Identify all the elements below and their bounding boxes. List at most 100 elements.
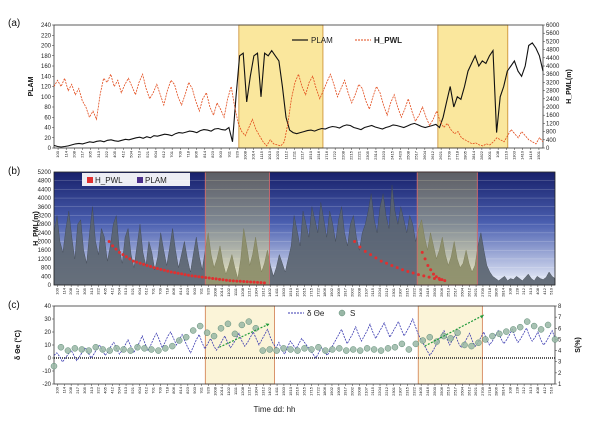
x-tick-label: 1411 bbox=[274, 386, 279, 395]
x-tick-label: 2301 bbox=[391, 287, 396, 297]
x-tick-label: 2008 bbox=[356, 386, 361, 396]
y-tick-label: 1600 bbox=[38, 248, 52, 254]
h-pwl-marker bbox=[117, 250, 121, 254]
x-tick-label: 2215 bbox=[349, 150, 354, 160]
x-tick-label: 2305 bbox=[365, 150, 370, 160]
x-tick-label: 2107 bbox=[363, 386, 368, 396]
x-tick-label: 504 bbox=[116, 287, 121, 294]
h-pwl-marker bbox=[218, 277, 222, 281]
x-tick-label: 2416 bbox=[425, 287, 430, 297]
x-tick-label: 2314 bbox=[373, 150, 378, 160]
x-tick-label: 1510 bbox=[288, 287, 293, 297]
x-tick-label: 823 bbox=[185, 287, 190, 294]
x-tick-label: 1112 bbox=[283, 150, 288, 159]
h-pwl-marker bbox=[401, 268, 405, 272]
x-tick-label: 1510 bbox=[308, 150, 313, 160]
x-tick-label: 1111 bbox=[233, 386, 238, 395]
x-tick-label: 2806 bbox=[494, 386, 499, 396]
x-tick-label: 1510 bbox=[288, 386, 293, 396]
x-tick-label: 1503 bbox=[281, 386, 286, 396]
y-right-tick-label: 1 bbox=[558, 382, 562, 388]
h-pwl-marker bbox=[432, 272, 436, 276]
x-tick-label: 1902 bbox=[329, 386, 334, 396]
h-pwl-marker bbox=[149, 265, 153, 269]
h-pwl-marker bbox=[420, 250, 424, 254]
trend-arrow bbox=[219, 323, 270, 348]
s-marker bbox=[551, 336, 559, 343]
y-right-tick-label: 4800 bbox=[546, 48, 560, 54]
panel-label: (b) bbox=[8, 166, 20, 177]
x-tick-label: 405 bbox=[103, 287, 108, 294]
x-tick-label: 208 bbox=[68, 287, 73, 294]
x-tick-label: 504 bbox=[116, 386, 121, 393]
x-tick-label: 305 bbox=[82, 386, 87, 393]
x-tick-label: 2709 bbox=[480, 386, 485, 396]
y-left-tick-label: 80 bbox=[44, 105, 51, 111]
s-marker bbox=[106, 347, 113, 354]
x-tick-label: 108 bbox=[495, 150, 500, 157]
x-tick-label: 718 bbox=[186, 150, 191, 157]
panel-label: (a) bbox=[8, 18, 20, 29]
y-left-tick-label: 30 bbox=[44, 317, 51, 323]
h-pwl-marker bbox=[238, 279, 242, 283]
x-tick-label: 2315 bbox=[405, 386, 410, 396]
y-right-axis-label: S(%) bbox=[575, 337, 582, 353]
highlight-region bbox=[204, 305, 275, 385]
h-pwl-marker bbox=[176, 271, 180, 275]
x-tick-label: 718 bbox=[164, 287, 169, 294]
y-right-tick-label: 2400 bbox=[546, 97, 560, 103]
s-marker bbox=[50, 362, 58, 370]
x-tick-label: 2822 bbox=[479, 150, 484, 160]
y-right-tick-label: 4 bbox=[558, 349, 562, 355]
h-pwl-marker bbox=[107, 240, 111, 244]
panel-a: 0204060801001201401601802002202400400800… bbox=[8, 18, 573, 160]
y-tick-label: 400 bbox=[41, 274, 52, 280]
s-marker bbox=[71, 345, 79, 352]
x-tick-label: 305 bbox=[88, 150, 93, 157]
x-tick-label: 1516 bbox=[316, 150, 321, 160]
x-tick-label: 604 bbox=[137, 386, 142, 393]
h-pwl-marker bbox=[252, 280, 256, 284]
x-tick-label: 2008 bbox=[356, 287, 361, 297]
h-pwl-marker bbox=[242, 280, 246, 284]
x-tick-label: 2204 bbox=[377, 386, 382, 396]
h-pwl-marker bbox=[214, 277, 218, 281]
y-right-tick-label: 5 bbox=[558, 337, 562, 343]
s-marker bbox=[57, 343, 65, 351]
s-marker bbox=[530, 322, 538, 330]
x-tick-label: 2814 bbox=[501, 386, 506, 396]
x-tick-label: 806 bbox=[194, 150, 199, 157]
y-right-tick-label: 8 bbox=[558, 304, 562, 310]
x-tick-label: 1211 bbox=[291, 150, 296, 159]
x-tick-label: 814 bbox=[178, 386, 183, 393]
h-pwl-marker bbox=[443, 279, 447, 283]
h-pwl-marker bbox=[423, 257, 427, 261]
s-marker bbox=[238, 321, 246, 329]
x-tick-label: 612 bbox=[161, 150, 166, 157]
s-marker bbox=[273, 347, 280, 354]
x-tick-label: 709 bbox=[157, 287, 162, 294]
s-marker bbox=[308, 346, 315, 353]
x-tick-label: 1312 bbox=[260, 386, 265, 396]
x-tick-label: 2322 bbox=[411, 386, 416, 396]
s-marker bbox=[176, 337, 183, 344]
y-right-tick-label: 0 bbox=[546, 146, 550, 152]
s-marker bbox=[336, 345, 343, 352]
s-marker bbox=[217, 325, 225, 332]
h-pwl-marker bbox=[200, 275, 204, 279]
x-tick-label: 510 bbox=[549, 386, 554, 393]
s-marker bbox=[384, 345, 392, 352]
x-tick-label: 2718 bbox=[487, 386, 492, 396]
x-tick-label: 521 bbox=[130, 386, 135, 393]
s-marker bbox=[426, 333, 433, 341]
x-tick-label: 1917 bbox=[343, 386, 348, 396]
h-pwl-marker bbox=[138, 261, 142, 265]
trend-arrow bbox=[424, 314, 485, 347]
s-marker bbox=[189, 327, 197, 334]
y-left-tick-label: 0 bbox=[48, 356, 52, 362]
legend-label-plam: PLAM bbox=[145, 176, 167, 185]
y-left-tick-label: 220 bbox=[41, 33, 52, 39]
x-tick-label: 114 bbox=[61, 287, 66, 294]
legend-swatch-plam bbox=[137, 177, 143, 183]
y-tick-label: 4800 bbox=[38, 179, 52, 185]
